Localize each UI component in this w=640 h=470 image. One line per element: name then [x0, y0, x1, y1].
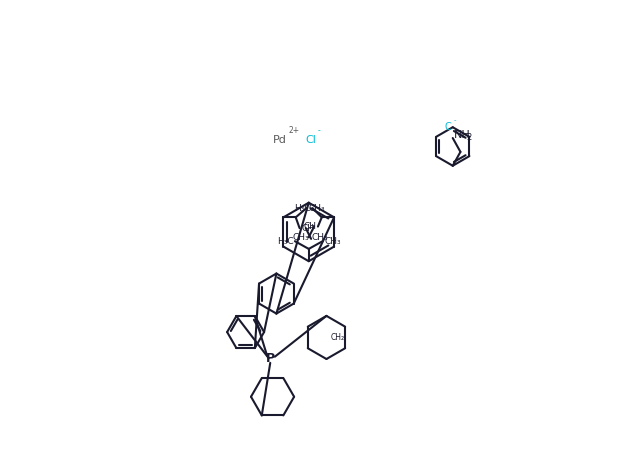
Text: CH₃: CH₃ [308, 204, 324, 212]
Text: CH₂: CH₂ [331, 333, 345, 342]
Text: CH₃: CH₃ [292, 233, 308, 242]
Text: 2: 2 [467, 133, 472, 141]
Text: H₃C: H₃C [276, 237, 293, 246]
Text: 2+: 2+ [289, 126, 300, 135]
Text: Cl: Cl [306, 134, 317, 145]
Text: H₃C: H₃C [294, 204, 311, 212]
Text: -: - [454, 118, 456, 124]
Text: CH: CH [303, 222, 316, 231]
Text: CH₃: CH₃ [311, 233, 328, 242]
Text: CH: CH [301, 224, 314, 233]
Text: P: P [266, 352, 275, 365]
Text: CH₃: CH₃ [324, 237, 340, 246]
Text: -: - [318, 126, 321, 135]
Text: C: C [444, 122, 451, 132]
Text: NH: NH [454, 130, 471, 140]
Text: Pd: Pd [273, 134, 287, 145]
